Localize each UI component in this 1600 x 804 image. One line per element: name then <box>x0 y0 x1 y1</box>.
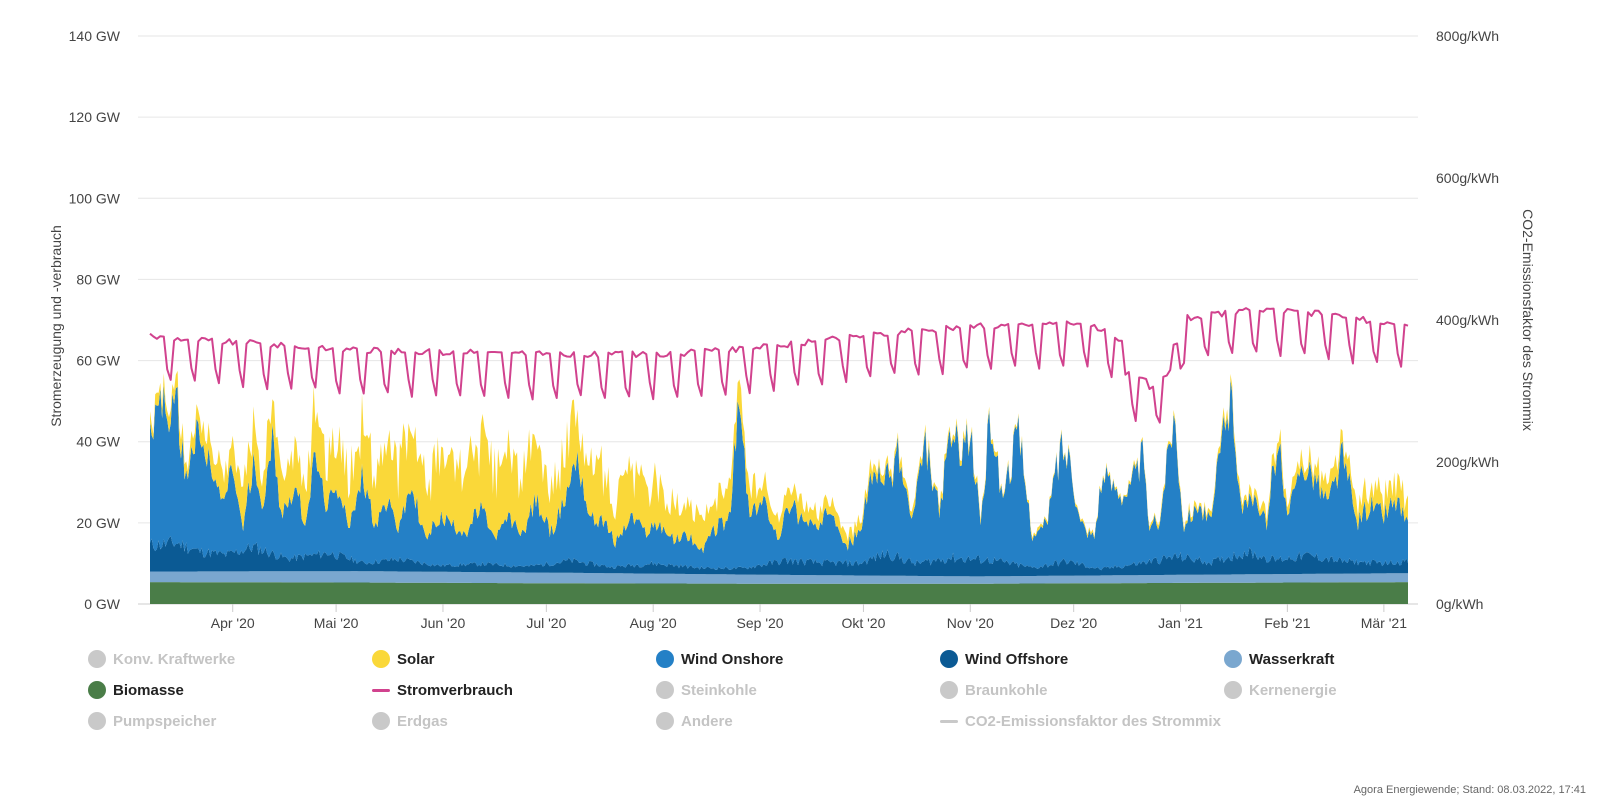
y-left-tick-label: 40 GW <box>76 434 120 450</box>
legend-item-pumpspeicher[interactable]: Pumpspeicher <box>88 710 216 732</box>
energy-chart: 0 GW 20 GW 40 GW 60 GW 80 GW 100 GW 120 GW 140 … <box>48 28 1536 631</box>
legend-label: Kernenergie <box>1249 681 1337 699</box>
y-left-tick-label: 0 GW <box>84 596 121 612</box>
legend-dot-icon <box>1224 681 1242 699</box>
x-tick-label: Jan '21 <box>1158 615 1203 631</box>
legend-dot-icon <box>656 650 674 668</box>
legend-item-co2-emissionsfaktor-des-strommix[interactable]: CO2-Emissionsfaktor des Strommix <box>940 710 1221 732</box>
legend-label: Andere <box>681 712 733 730</box>
legend-dot-icon <box>88 712 106 730</box>
legend-item-erdgas[interactable]: Erdgas <box>372 710 448 732</box>
x-tick-label: Aug '20 <box>630 615 677 631</box>
legend-dot-icon <box>656 681 674 699</box>
x-tick-label: Mär '21 <box>1361 615 1407 631</box>
legend-label: Wind Offshore <box>965 650 1069 668</box>
y-left-tick-label: 100 GW <box>69 190 121 206</box>
legend-dot-icon <box>656 712 674 730</box>
legend-item-stromverbrauch[interactable]: Stromverbrauch <box>372 679 513 701</box>
legend-label: Biomasse <box>113 681 184 699</box>
y-left-tick-label: 140 GW <box>69 28 121 44</box>
y-axis-right-ticks: 0g/kWh 200g/kWh 400g/kWh 600g/kWh 800g/kWh <box>1436 28 1499 612</box>
y-axis-left-ticks: 0 GW 20 GW 40 GW 60 GW 80 GW 100 GW 120 GW 140 … <box>69 28 121 612</box>
legend-item-kernenergie[interactable]: Kernenergie <box>1224 679 1337 701</box>
legend-item-biomasse[interactable]: Biomasse <box>88 679 184 701</box>
legend-dot-icon <box>372 650 390 668</box>
legend-label: Erdgas <box>397 712 448 730</box>
y-left-tick-label: 60 GW <box>76 353 120 369</box>
legend-label: Stromverbrauch <box>397 681 513 699</box>
legend-label: Pumpspeicher <box>113 712 217 730</box>
legend-dot-icon <box>940 650 958 668</box>
legend-item-solar[interactable]: Solar <box>372 648 435 670</box>
y-left-tick-label: 20 GW <box>76 515 120 531</box>
y-axis-right-title: CO2-Emissionsfaktor des Strommix <box>1520 209 1536 431</box>
legend-item-wasserkraft[interactable]: Wasserkraft <box>1224 648 1334 670</box>
y-right-tick-label: 200g/kWh <box>1436 454 1499 470</box>
area-wasserkraft <box>150 571 1408 584</box>
area-biomasse <box>150 582 1408 604</box>
legend-line-icon <box>940 719 958 723</box>
legend-dot-icon <box>88 650 106 668</box>
stacked-areas <box>150 370 1408 604</box>
area-solar <box>150 370 1408 554</box>
legend-label: Konv. Kraftwerke <box>113 650 236 668</box>
area-wind-onshore <box>150 379 1408 571</box>
x-tick-label: Dez '20 <box>1050 615 1097 631</box>
y-right-tick-label: 0g/kWh <box>1436 596 1483 612</box>
x-axis-ticks: Apr '20 Mai '20 Jun '20 Jul '20 Aug '20 Sep '… <box>211 604 1407 631</box>
line-stromverbrauch <box>149 307 1409 424</box>
legend-item-andere[interactable]: Andere <box>656 710 733 732</box>
y-left-tick-label: 120 GW <box>69 109 121 125</box>
legend-label: Braunkohle <box>965 681 1048 699</box>
y-left-tick-label: 80 GW <box>76 271 120 287</box>
y-right-tick-label: 800g/kWh <box>1436 28 1499 44</box>
legend-item-wind-onshore[interactable]: Wind Onshore <box>656 648 783 670</box>
legend-dot-icon <box>88 681 106 699</box>
line-series <box>149 307 1409 424</box>
legend-item-braunkohle[interactable]: Braunkohle <box>940 679 1048 701</box>
x-tick-label: Okt '20 <box>841 615 885 631</box>
legend-dot-icon <box>372 712 390 730</box>
legend-line-icon <box>372 688 390 692</box>
x-tick-label: Apr '20 <box>211 615 255 631</box>
x-tick-label: Feb '21 <box>1264 615 1310 631</box>
area-wind-offshore <box>150 536 1408 577</box>
y-right-tick-label: 600g/kWh <box>1436 170 1499 186</box>
legend-dot-icon <box>1224 650 1242 668</box>
legend-item-steinkohle[interactable]: Steinkohle <box>656 679 757 701</box>
y-axis-left-title: Stromerzeugung und -verbrauch <box>48 225 64 427</box>
legend-label: Steinkohle <box>681 681 757 699</box>
x-tick-label: Jun '20 <box>421 615 466 631</box>
legend-item-wind-offshore[interactable]: Wind Offshore <box>940 648 1068 670</box>
x-tick-label: Mai '20 <box>314 615 359 631</box>
x-tick-label: Nov '20 <box>947 615 994 631</box>
credits-text: Agora Energiewende; Stand: 08.03.2022, 1… <box>1353 784 1586 796</box>
x-tick-label: Sep '20 <box>737 615 784 631</box>
legend-dot-icon <box>940 681 958 699</box>
legend-label: Solar <box>397 650 435 668</box>
legend-label: CO2-Emissionsfaktor des Strommix <box>965 712 1221 730</box>
y-right-tick-label: 400g/kWh <box>1436 312 1499 328</box>
legend-item-konv-kraftwerke[interactable]: Konv. Kraftwerke <box>88 648 235 670</box>
legend-label: Wasserkraft <box>1249 650 1335 668</box>
legend-label: Wind Onshore <box>681 650 784 668</box>
x-tick-label: Jul '20 <box>526 615 566 631</box>
